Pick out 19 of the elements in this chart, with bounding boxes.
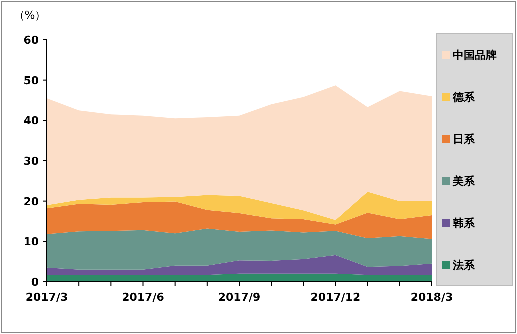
x-tick-label: 2017/3 <box>26 291 68 304</box>
legend-label: 法系 <box>452 259 476 272</box>
legend-label: 德系 <box>452 91 476 104</box>
x-tick-label: 2018/3 <box>410 291 454 304</box>
legend-label: 韩系 <box>452 217 476 230</box>
x-tick-label: 2017/6 <box>122 291 165 304</box>
legend-label: 美系 <box>452 175 476 188</box>
y-tick-label: 10 <box>24 236 40 249</box>
x-tick-label: 2017/12 <box>310 291 361 304</box>
y-axis-title: （%） <box>14 9 46 22</box>
legend-label: 日系 <box>453 133 476 146</box>
y-tick-label: 40 <box>24 114 40 128</box>
y-tick-label: 20 <box>24 195 40 208</box>
y-tick-label: 0 <box>31 276 40 289</box>
x-tick-label: 2017/9 <box>218 291 261 304</box>
y-tick-label: 30 <box>24 155 40 168</box>
legend-label: 中国品牌 <box>453 49 497 62</box>
y-tick-label: 50 <box>24 74 40 88</box>
y-tick-label: 60 <box>24 34 40 47</box>
